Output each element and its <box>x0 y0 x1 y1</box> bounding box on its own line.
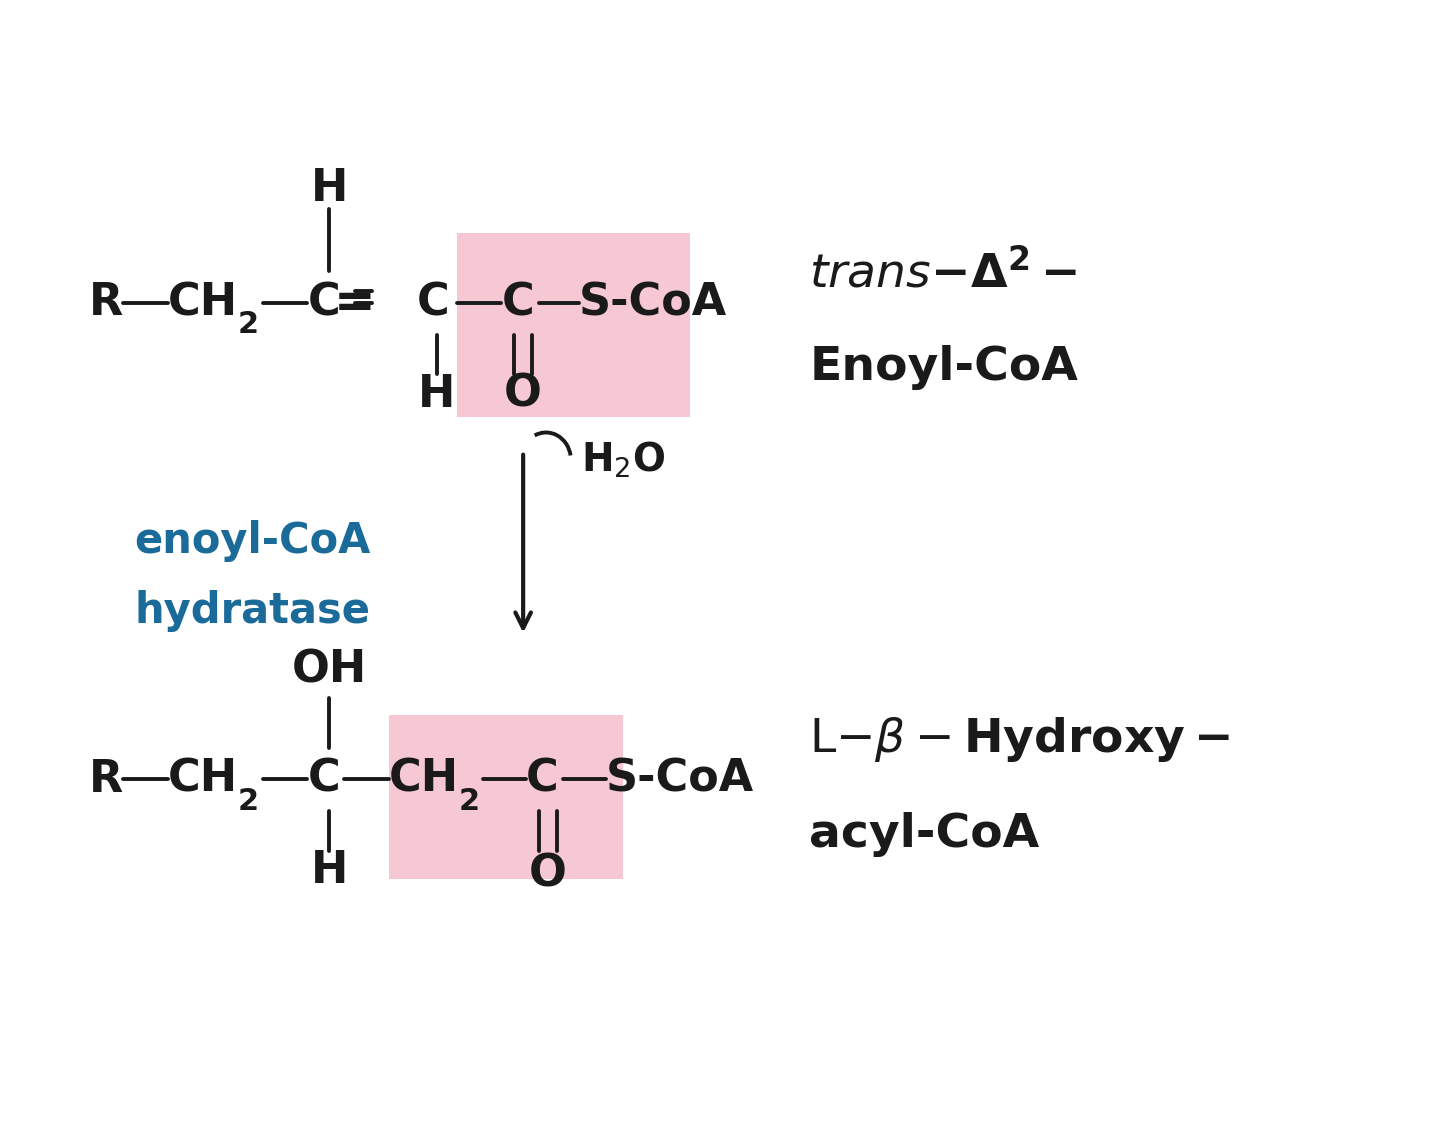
Text: CH: CH <box>168 758 239 801</box>
Text: 2: 2 <box>458 787 480 815</box>
Text: C: C <box>307 758 340 801</box>
Text: enoyl-CoA: enoyl-CoA <box>134 520 372 562</box>
Text: H$_2$O: H$_2$O <box>580 440 665 480</box>
Text: O: O <box>528 853 567 896</box>
Text: hydratase: hydratase <box>135 589 370 632</box>
Text: CH: CH <box>389 758 459 801</box>
Bar <box>389 715 622 879</box>
Text: R: R <box>89 282 122 325</box>
Text: C: C <box>501 282 534 325</box>
Text: =: = <box>333 279 374 327</box>
Text: 2: 2 <box>238 787 259 815</box>
Text: H: H <box>418 373 455 416</box>
Text: C: C <box>416 282 449 325</box>
Text: acyl-CoA: acyl-CoA <box>809 812 1040 856</box>
Text: H: H <box>311 849 348 892</box>
Text: CH: CH <box>168 282 239 325</box>
Text: R: R <box>89 758 122 801</box>
Text: $\mathit{trans}$$\mathbf{-\Delta^{2}-}$: $\mathit{trans}$$\mathbf{-\Delta^{2}-}$ <box>809 250 1077 296</box>
Text: H: H <box>311 167 348 210</box>
Text: C: C <box>526 758 559 801</box>
Bar <box>456 233 690 417</box>
Text: S-CoA: S-CoA <box>606 758 755 801</box>
Text: O: O <box>504 373 541 416</box>
Text: 2: 2 <box>238 310 259 339</box>
Text: OH: OH <box>292 649 367 692</box>
Text: C: C <box>307 282 340 325</box>
Text: S-CoA: S-CoA <box>579 282 727 325</box>
Text: $\mathsf{L}$$\mathit{-\beta-}$$\mathbf{Hydroxy-}$: $\mathsf{L}$$\mathit{-\beta-}$$\mathbf{H… <box>809 715 1231 765</box>
Text: Enoyl-CoA: Enoyl-CoA <box>809 345 1079 390</box>
